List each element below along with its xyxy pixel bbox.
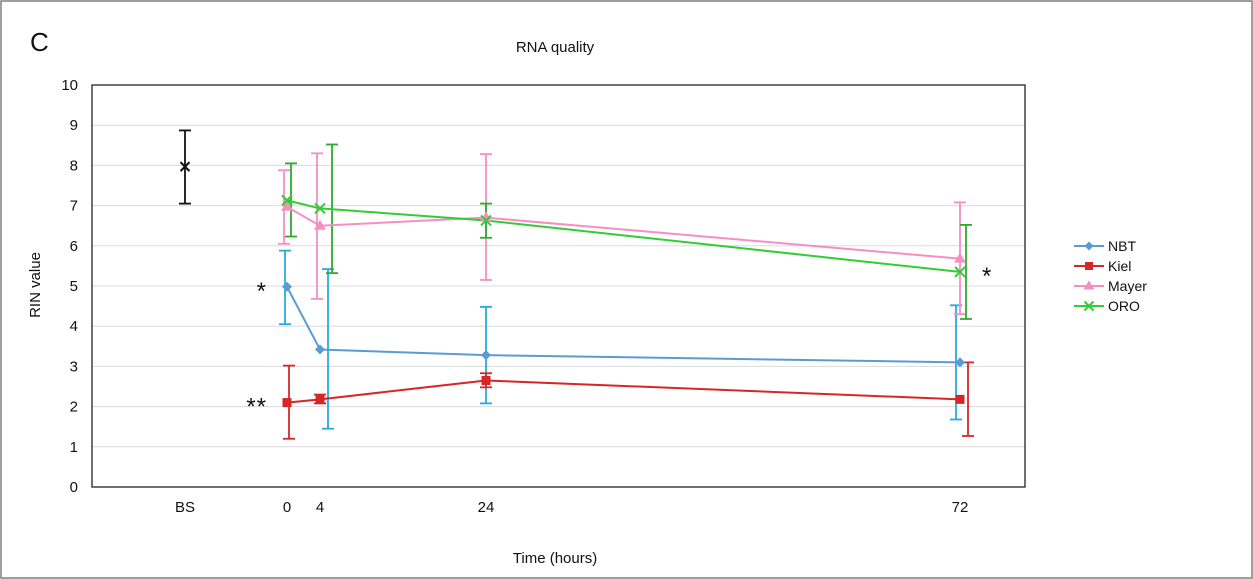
y-tick-label: 0 xyxy=(70,479,78,496)
marker-nbt xyxy=(955,357,965,368)
y-tick-label: 3 xyxy=(70,358,78,375)
legend-label: ORO xyxy=(1108,298,1140,314)
chart-title: RNA quality xyxy=(516,39,595,56)
series-line-mayer xyxy=(286,205,961,260)
marker-oro xyxy=(954,266,966,278)
x-axis-label: Time (hours) xyxy=(513,550,597,567)
marker-mayer xyxy=(314,219,326,230)
legend-entry-nbt: NBT xyxy=(1074,238,1136,254)
y-tick-label: 6 xyxy=(70,238,78,255)
x-tick-label: 0 xyxy=(283,499,291,516)
baseline-marker xyxy=(179,161,191,172)
panel-label: C xyxy=(30,27,49,57)
legend-entry-oro: ORO xyxy=(1074,298,1140,314)
marker-nbt xyxy=(282,281,292,292)
marker-mayer xyxy=(281,200,293,211)
y-tick-label: 4 xyxy=(70,318,78,335)
legend-label: Kiel xyxy=(1108,258,1131,274)
legend-marker xyxy=(1084,241,1094,251)
marker-mayer xyxy=(480,211,492,222)
significance-annotations: **** xyxy=(246,263,992,421)
marker-mayer xyxy=(954,252,966,263)
y-tick-label: 10 xyxy=(61,77,78,94)
legend-entry-kiel: Kiel xyxy=(1074,258,1131,274)
error-bar-oro xyxy=(285,162,297,238)
significance-marker: * xyxy=(257,278,267,305)
legend-marker xyxy=(1085,262,1093,270)
y-tick-label: 5 xyxy=(70,278,78,295)
significance-marker: ** xyxy=(246,394,267,421)
series-markers xyxy=(179,161,966,408)
significance-marker: * xyxy=(982,263,992,290)
legend-marker xyxy=(1083,280,1095,290)
y-tick-label: 9 xyxy=(70,117,78,134)
marker-oro xyxy=(480,214,492,227)
x-tick-label: 4 xyxy=(316,499,324,516)
legend-entry-mayer: Mayer xyxy=(1074,278,1147,294)
x-axis-ticks: BS 0 4 24 72 xyxy=(175,499,968,516)
marker-oro xyxy=(314,202,326,215)
y-axis-ticks: 0 1 2 3 4 5 6 7 8 9 10 xyxy=(61,77,78,496)
marker-kiel xyxy=(955,394,965,404)
y-tick-label: 8 xyxy=(70,157,78,174)
marker-nbt xyxy=(315,344,325,355)
gridlines xyxy=(92,124,1025,448)
x-tick-label: 72 xyxy=(952,499,969,516)
y-axis-label: RIN value xyxy=(27,252,44,318)
error-bar-oro xyxy=(960,223,972,320)
series-line-oro xyxy=(286,199,961,273)
x-tick-label: BS xyxy=(175,499,195,516)
legend-marker xyxy=(1083,300,1095,312)
series-line-nbt xyxy=(286,286,961,364)
y-tick-label: 7 xyxy=(70,198,78,215)
y-tick-label: 1 xyxy=(70,439,78,456)
marker-kiel xyxy=(315,394,325,404)
marker-oro xyxy=(281,194,293,207)
marker-kiel xyxy=(481,375,491,385)
plot-area-border xyxy=(91,84,1026,488)
legend-label: Mayer xyxy=(1108,278,1147,294)
legend-label: NBT xyxy=(1108,238,1136,254)
y-tick-label: 2 xyxy=(70,399,78,416)
legend: NBT Kiel Mayer ORO xyxy=(1074,238,1147,314)
marker-nbt xyxy=(481,350,491,361)
series-lines xyxy=(286,199,961,404)
series-line-kiel xyxy=(286,379,961,404)
marker-kiel xyxy=(282,398,292,408)
x-tick-label: 24 xyxy=(478,499,495,516)
